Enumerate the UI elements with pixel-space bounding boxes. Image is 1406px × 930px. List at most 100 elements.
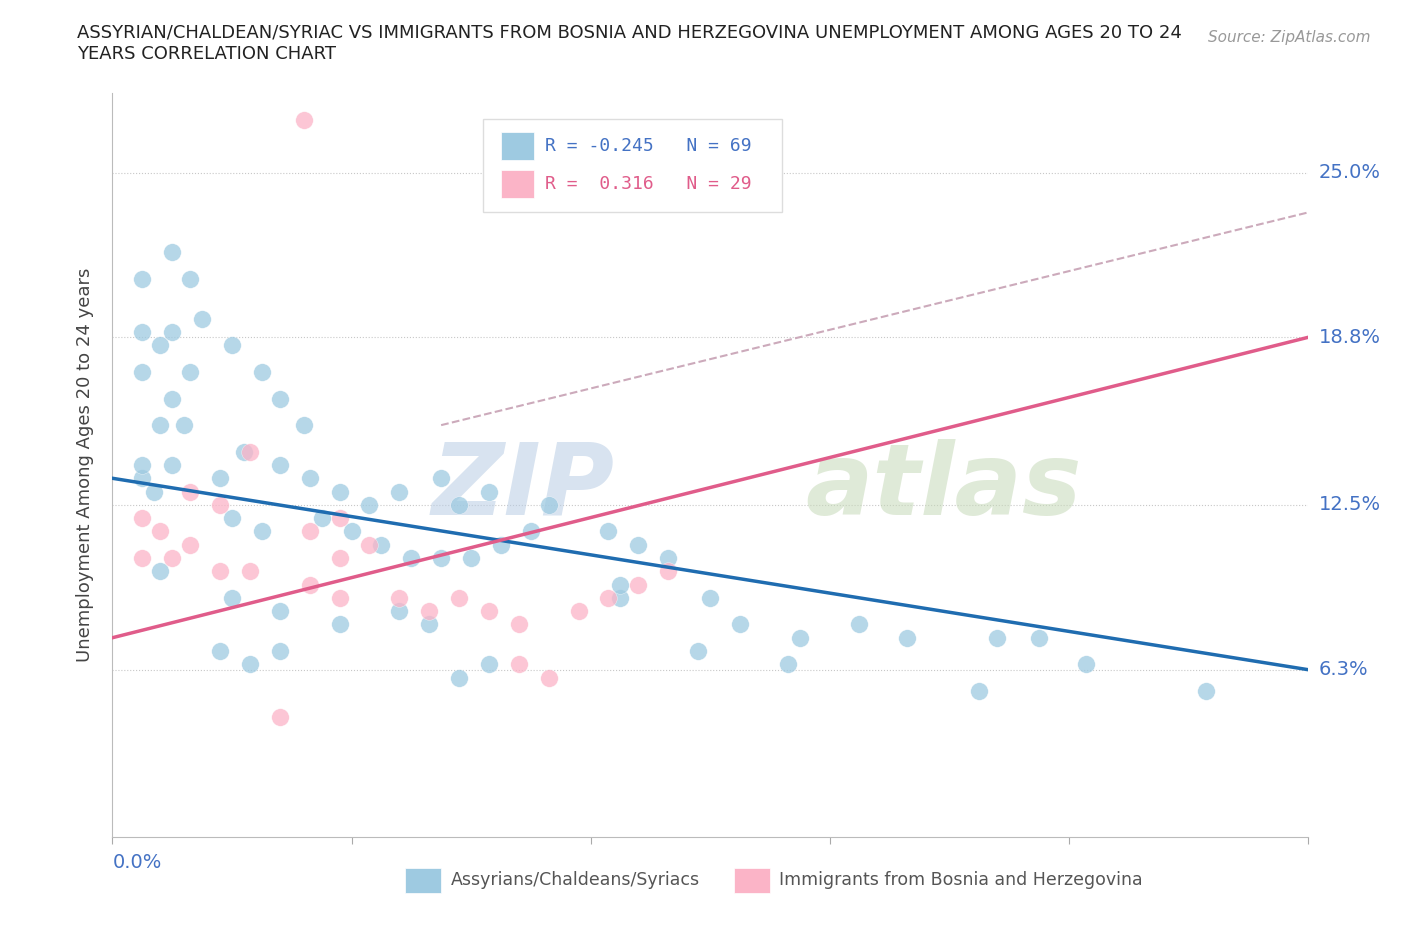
Text: atlas: atlas	[806, 439, 1083, 536]
Point	[269, 458, 291, 472]
Point	[1195, 684, 1218, 698]
Text: YEARS CORRELATION CHART: YEARS CORRELATION CHART	[77, 45, 336, 62]
Point	[359, 538, 381, 552]
Point	[162, 245, 183, 259]
Point	[340, 524, 363, 538]
Point	[657, 551, 679, 565]
Point	[131, 365, 153, 379]
Point	[776, 657, 799, 671]
Point	[478, 657, 501, 671]
Point	[1076, 657, 1098, 671]
Point	[179, 485, 201, 499]
Point	[537, 671, 560, 685]
Point	[209, 498, 232, 512]
Point	[388, 604, 411, 618]
FancyBboxPatch shape	[501, 132, 534, 160]
Point	[460, 551, 482, 565]
Point	[896, 631, 918, 645]
Text: Source: ZipAtlas.com: Source: ZipAtlas.com	[1208, 30, 1371, 45]
Point	[131, 325, 153, 339]
Point	[131, 551, 153, 565]
FancyBboxPatch shape	[484, 119, 782, 212]
Point	[131, 511, 153, 525]
Point	[239, 657, 262, 671]
Point	[221, 338, 243, 352]
FancyBboxPatch shape	[734, 869, 770, 893]
Text: 6.3%: 6.3%	[1319, 660, 1368, 679]
Text: R =  0.316   N = 29: R = 0.316 N = 29	[546, 175, 752, 193]
Point	[298, 471, 321, 485]
Point	[292, 113, 315, 127]
Point	[250, 365, 273, 379]
Point	[728, 617, 751, 631]
Point	[537, 498, 560, 512]
Point	[359, 498, 381, 512]
Point	[848, 617, 870, 631]
Point	[149, 524, 172, 538]
Point	[269, 392, 291, 406]
Point	[250, 524, 273, 538]
Text: Assyrians/Chaldeans/Syriacs: Assyrians/Chaldeans/Syriacs	[451, 871, 700, 889]
Point	[609, 591, 631, 605]
Point	[430, 551, 453, 565]
Point	[418, 617, 440, 631]
Point	[986, 631, 1008, 645]
Point	[401, 551, 423, 565]
Point	[191, 312, 214, 326]
Point	[520, 524, 543, 538]
Point	[329, 485, 352, 499]
Point	[162, 392, 183, 406]
Point	[598, 591, 620, 605]
Y-axis label: Unemployment Among Ages 20 to 24 years: Unemployment Among Ages 20 to 24 years	[76, 268, 94, 662]
Point	[311, 511, 333, 525]
Point	[699, 591, 721, 605]
Point	[292, 418, 315, 432]
Text: R = -0.245   N = 69: R = -0.245 N = 69	[546, 137, 752, 154]
FancyBboxPatch shape	[501, 169, 534, 198]
Point	[221, 511, 243, 525]
Point	[162, 325, 183, 339]
Point	[209, 644, 232, 658]
Point	[478, 485, 501, 499]
Point	[489, 538, 512, 552]
Point	[449, 591, 471, 605]
Point	[688, 644, 710, 658]
FancyBboxPatch shape	[405, 869, 441, 893]
Point	[598, 524, 620, 538]
Point	[269, 604, 291, 618]
Point	[131, 458, 153, 472]
Point	[967, 684, 990, 698]
Point	[143, 485, 166, 499]
Point	[149, 564, 172, 578]
Point	[298, 524, 321, 538]
Point	[627, 578, 650, 592]
Text: 18.8%: 18.8%	[1319, 328, 1381, 347]
Text: ASSYRIAN/CHALDEAN/SYRIAC VS IMMIGRANTS FROM BOSNIA AND HERZEGOVINA UNEMPLOYMENT : ASSYRIAN/CHALDEAN/SYRIAC VS IMMIGRANTS F…	[77, 23, 1182, 41]
Text: Immigrants from Bosnia and Herzegovina: Immigrants from Bosnia and Herzegovina	[779, 871, 1143, 889]
Point	[418, 604, 440, 618]
Point	[149, 418, 172, 432]
Point	[239, 445, 262, 459]
Point	[449, 671, 471, 685]
Point	[209, 471, 232, 485]
Point	[162, 458, 183, 472]
Point	[508, 657, 530, 671]
Point	[269, 644, 291, 658]
Point	[329, 617, 352, 631]
Point	[179, 538, 201, 552]
Point	[449, 498, 471, 512]
Point	[179, 272, 201, 286]
Point	[162, 551, 183, 565]
Point	[298, 578, 321, 592]
Point	[149, 338, 172, 352]
Point	[657, 564, 679, 578]
Point	[609, 578, 631, 592]
Point	[388, 485, 411, 499]
Point	[239, 564, 262, 578]
Point	[131, 272, 153, 286]
Point	[131, 471, 153, 485]
Text: 25.0%: 25.0%	[1319, 163, 1381, 182]
Point	[388, 591, 411, 605]
Point	[269, 710, 291, 724]
Point	[478, 604, 501, 618]
